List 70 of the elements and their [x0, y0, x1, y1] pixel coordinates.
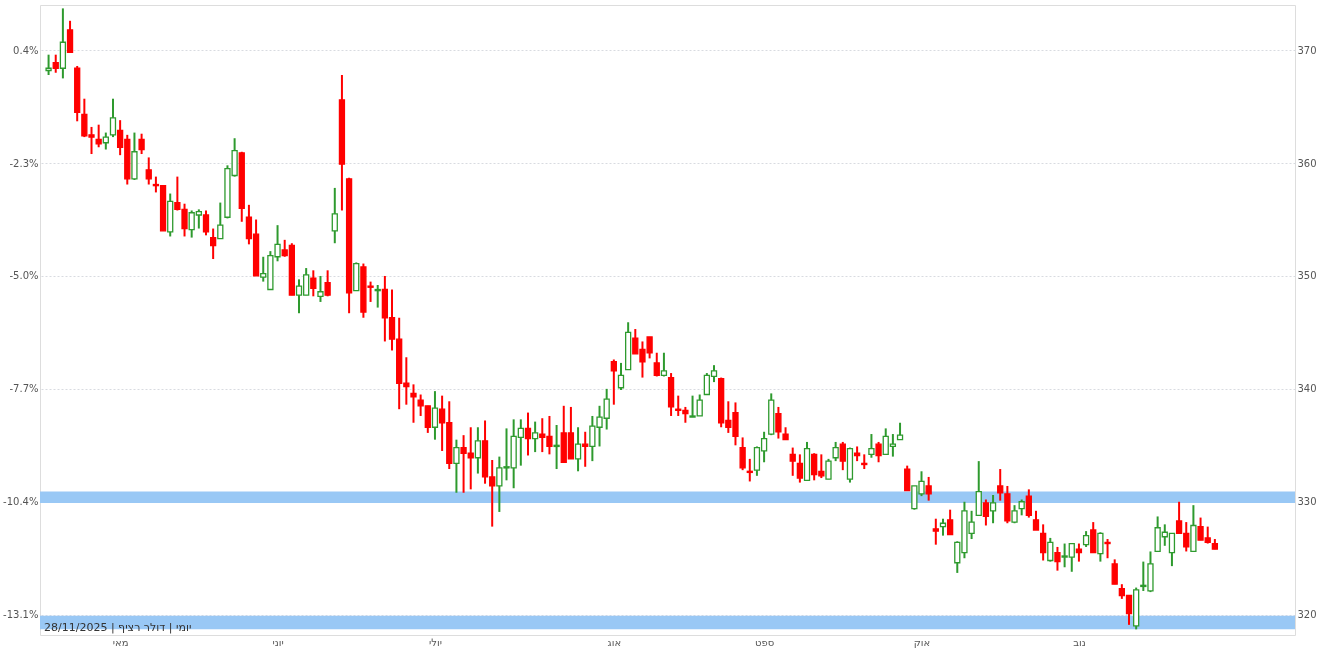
candlestick: [796, 453, 804, 484]
candlestick: [904, 464, 911, 492]
y-tick-label: 330: [1297, 496, 1317, 508]
candlestick: [997, 468, 1004, 502]
candlestick: [66, 19, 74, 54]
y2-tick-label: -2.3%: [9, 157, 39, 169]
candlestick: [775, 405, 782, 440]
candlestick: [310, 269, 317, 298]
candlestick: [138, 132, 145, 156]
y-tick-label: 370: [1297, 44, 1317, 56]
candlestick: [839, 440, 846, 472]
candlestick: [210, 227, 217, 261]
candlestick: [1111, 558, 1118, 586]
candlestick: [975, 460, 982, 517]
candlestick: [739, 436, 746, 472]
candlestick: [875, 440, 882, 464]
candlestick: [217, 201, 224, 240]
x-tick-label: נוב: [1073, 636, 1086, 648]
candlestick: [1104, 538, 1111, 560]
x-tick-label: אוג: [607, 636, 622, 648]
candlestick: [324, 269, 331, 298]
y2-tick-label: 0.4%: [13, 44, 39, 56]
candlestick: [1054, 545, 1061, 572]
candlestick: [617, 361, 625, 391]
candlestick: [431, 390, 439, 441]
y2-tick-label: -10.4%: [3, 496, 39, 508]
x-tick-label: יוני: [272, 636, 284, 648]
y2-tick-label: -7.7%: [9, 383, 39, 395]
candlestick: [95, 123, 102, 149]
candlestick: [832, 440, 839, 463]
candlestick: [474, 426, 482, 475]
candlestick: [1097, 531, 1104, 563]
y2-tick-label: -5.0%: [9, 270, 39, 282]
x-tick-label: מאי: [112, 636, 129, 648]
candlestick: [1090, 521, 1097, 554]
candlestick: [45, 53, 52, 76]
candlestick: [1047, 536, 1054, 563]
candlestick: [825, 457, 832, 481]
annotation: יומי | דולר רציף | 28/11/2025: [44, 621, 192, 634]
candlestick: [1032, 509, 1040, 531]
candlestick: [925, 475, 932, 502]
candlestick: [453, 438, 460, 494]
candlestick: [946, 508, 954, 536]
candlestick: [989, 494, 997, 525]
candlestick: [317, 274, 324, 303]
x-tick-label: יולי: [429, 636, 442, 648]
y-tick-label: 360: [1297, 157, 1317, 169]
candlestick: [610, 358, 617, 406]
candlestick: [932, 517, 939, 546]
candlestick: [868, 433, 875, 459]
candlestick: [982, 498, 990, 527]
candlestick: [1025, 488, 1032, 519]
candlestick: [524, 411, 532, 457]
candlestick: [574, 426, 582, 473]
x-tick-label: אוק: [913, 636, 931, 648]
candlestick: [531, 420, 539, 454]
candlestick: [1040, 523, 1047, 562]
candlestick: [145, 156, 152, 186]
y2-tick-label: -13.1%: [3, 609, 39, 621]
y-tick-label: 320: [1297, 609, 1317, 621]
y-tick-label: 350: [1297, 270, 1317, 282]
candlestick: [553, 424, 560, 471]
y-tick-label: 340: [1297, 383, 1317, 395]
candlestick: [789, 446, 796, 477]
candlestick: [52, 53, 59, 74]
x-tick-label: ספט: [754, 636, 775, 648]
candlestick: [331, 186, 338, 245]
candlestick: [109, 97, 117, 139]
candlestick: [202, 209, 210, 237]
candlestick: [410, 383, 417, 424]
